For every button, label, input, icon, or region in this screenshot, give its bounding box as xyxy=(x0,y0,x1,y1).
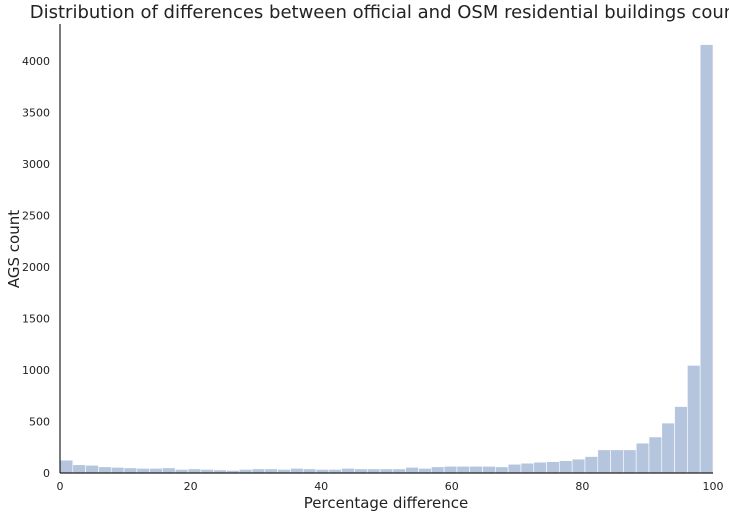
histogram-bar xyxy=(379,468,394,474)
bars-group xyxy=(59,44,714,474)
histogram-bar xyxy=(59,459,74,474)
histogram-bar xyxy=(584,456,599,474)
histogram-bar xyxy=(546,461,560,474)
y-tick-label: 500 xyxy=(29,416,50,429)
histogram-bar xyxy=(341,468,355,474)
histogram-bar xyxy=(456,466,471,474)
histogram-bar xyxy=(264,468,278,474)
y-tick-label: 1500 xyxy=(22,313,50,326)
y-axis-label: AGS count xyxy=(5,210,23,288)
y-ticks-group: 0 500 1000 1500 2000 2500 3000 3500 4000 xyxy=(22,55,50,480)
histogram-bar xyxy=(507,463,522,474)
chart-title: Distribution of differences between offi… xyxy=(30,2,729,23)
histogram-bar xyxy=(482,466,496,474)
x-axis-label: Percentage difference xyxy=(304,494,468,512)
histogram-bar xyxy=(469,466,483,474)
histogram-bar xyxy=(136,468,150,474)
histogram-bar xyxy=(520,462,535,474)
histogram-bar xyxy=(443,466,458,474)
y-tick-label: 3000 xyxy=(22,158,50,171)
y-tick-label: 3500 xyxy=(22,107,50,120)
histogram-bar xyxy=(302,468,317,474)
histogram-bar xyxy=(418,468,432,474)
histogram-bar xyxy=(674,406,688,474)
y-tick-label: 0 xyxy=(43,467,50,480)
histogram-bar xyxy=(648,436,663,474)
x-tick-label: 20 xyxy=(184,480,198,493)
x-ticks-group: 0 20 40 60 80 100 xyxy=(57,480,724,493)
y-tick-label: 4000 xyxy=(22,55,50,68)
x-tick-label: 100 xyxy=(703,480,724,493)
histogram-bar xyxy=(699,44,714,474)
histogram-bar xyxy=(123,467,138,474)
histogram-bar xyxy=(559,460,573,474)
histogram-bar xyxy=(533,461,547,474)
y-tick-label: 1000 xyxy=(22,364,50,377)
histogram-bar xyxy=(623,449,637,474)
histogram-bar xyxy=(187,468,202,474)
histogram-bar xyxy=(162,467,176,474)
histogram-bar xyxy=(98,466,112,474)
histogram-bar xyxy=(149,468,163,474)
histogram-bar xyxy=(571,458,586,474)
histogram-bar xyxy=(354,468,368,474)
y-tick-label: 2000 xyxy=(22,261,50,274)
histogram-bar xyxy=(610,449,624,474)
histogram-bar xyxy=(110,467,125,474)
histogram-bar xyxy=(635,442,650,474)
histogram-bar xyxy=(251,468,266,474)
histogram-bar xyxy=(661,422,675,474)
y-tick-label: 2500 xyxy=(22,210,50,223)
histogram-bar xyxy=(392,468,407,474)
histogram-bar xyxy=(687,365,701,474)
histogram-bar xyxy=(405,467,419,474)
histogram-bar xyxy=(431,466,445,474)
x-tick-label: 80 xyxy=(575,480,589,493)
x-tick-label: 60 xyxy=(445,480,459,493)
x-tick-label: 0 xyxy=(57,480,64,493)
histogram-bar xyxy=(72,464,86,474)
histogram-bar xyxy=(597,449,611,474)
histogram-bar xyxy=(366,468,381,474)
histogram-bar xyxy=(85,464,99,474)
histogram-bar xyxy=(495,466,509,474)
histogram-bar xyxy=(290,468,304,474)
x-tick-label: 40 xyxy=(314,480,328,493)
